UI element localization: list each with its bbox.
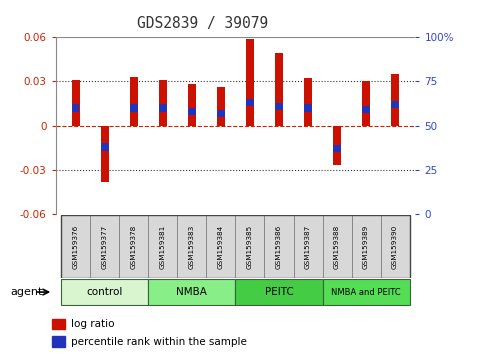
Bar: [265, 215, 294, 278]
Bar: [304, 79, 313, 126]
Bar: [216, 87, 225, 126]
Bar: [100, 126, 109, 182]
Bar: [304, 104, 312, 112]
Bar: [130, 104, 138, 112]
Bar: [323, 215, 352, 278]
Bar: [188, 108, 196, 115]
Bar: [187, 84, 196, 126]
Bar: [148, 215, 177, 278]
Bar: [53, 319, 65, 329]
Bar: [246, 99, 254, 106]
Bar: [381, 215, 410, 278]
Text: GSM159389: GSM159389: [363, 224, 369, 268]
Bar: [177, 215, 206, 278]
Text: GDS2839 / 39079: GDS2839 / 39079: [137, 16, 269, 31]
Bar: [275, 103, 283, 110]
Text: GSM159381: GSM159381: [160, 224, 166, 268]
Text: GSM159376: GSM159376: [73, 224, 79, 268]
Text: control: control: [86, 287, 123, 297]
Bar: [391, 101, 398, 108]
Text: log ratio: log ratio: [71, 319, 114, 329]
Text: agent: agent: [11, 287, 43, 297]
Bar: [61, 215, 90, 278]
Bar: [101, 143, 109, 150]
Bar: [362, 81, 370, 126]
Bar: [217, 110, 225, 117]
Bar: [333, 145, 341, 152]
Bar: [71, 80, 80, 126]
Bar: [362, 106, 369, 113]
Text: GSM159386: GSM159386: [276, 224, 282, 268]
Bar: [119, 215, 148, 278]
Bar: [294, 215, 323, 278]
Bar: [158, 80, 167, 126]
Bar: [53, 336, 65, 347]
Bar: [72, 104, 80, 112]
Text: GSM159390: GSM159390: [392, 224, 398, 268]
Text: NMBA: NMBA: [176, 287, 207, 297]
Text: GSM159377: GSM159377: [102, 224, 108, 268]
Text: NMBA and PEITC: NMBA and PEITC: [331, 288, 401, 297]
Bar: [159, 104, 167, 112]
Bar: [323, 279, 410, 306]
Bar: [246, 39, 255, 126]
Text: GSM159385: GSM159385: [247, 224, 253, 268]
Text: percentile rank within the sample: percentile rank within the sample: [71, 337, 247, 347]
Bar: [333, 126, 341, 166]
Bar: [391, 74, 399, 126]
Text: GSM159388: GSM159388: [334, 224, 340, 268]
Bar: [90, 215, 119, 278]
Text: PEITC: PEITC: [265, 287, 293, 297]
Bar: [352, 215, 381, 278]
Text: GSM159383: GSM159383: [189, 224, 195, 268]
Text: GSM159387: GSM159387: [305, 224, 311, 268]
Bar: [206, 215, 236, 278]
Bar: [148, 279, 236, 306]
Text: GSM159378: GSM159378: [131, 224, 137, 268]
Bar: [236, 215, 265, 278]
Bar: [129, 77, 138, 126]
Text: GSM159384: GSM159384: [218, 224, 224, 268]
Bar: [275, 53, 284, 126]
Bar: [61, 279, 148, 306]
Bar: [236, 279, 323, 306]
